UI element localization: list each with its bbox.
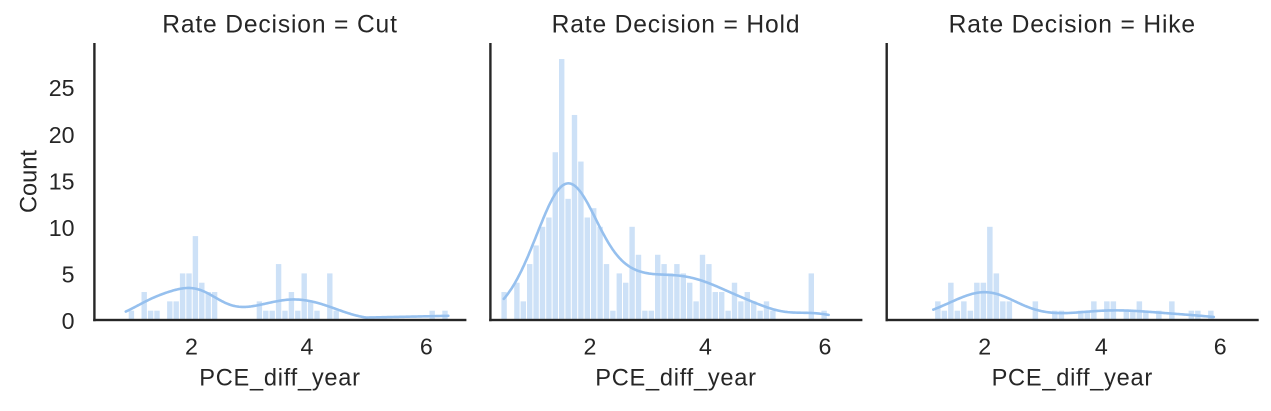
svg-text:Rate Decision = Hold: Rate Decision = Hold xyxy=(552,12,801,39)
svg-text:0: 0 xyxy=(62,308,75,334)
svg-text:PCE_diff_year: PCE_diff_year xyxy=(199,366,360,392)
svg-text:2: 2 xyxy=(584,334,597,360)
svg-text:4: 4 xyxy=(1095,334,1108,360)
svg-text:4: 4 xyxy=(699,334,712,360)
svg-text:2: 2 xyxy=(185,334,198,360)
svg-text:6: 6 xyxy=(420,334,433,360)
svg-text:Rate Decision = Hike: Rate Decision = Hike xyxy=(949,12,1196,39)
svg-text:Count: Count xyxy=(17,150,43,213)
svg-text:6: 6 xyxy=(1214,334,1227,360)
svg-text:4: 4 xyxy=(301,334,314,360)
svg-text:Rate Decision = Cut: Rate Decision = Cut xyxy=(162,12,398,39)
svg-text:PCE_diff_year: PCE_diff_year xyxy=(992,366,1153,392)
svg-text:25: 25 xyxy=(49,75,75,101)
svg-text:15: 15 xyxy=(49,168,75,194)
svg-text:PCE_diff_year: PCE_diff_year xyxy=(595,366,756,392)
svg-text:6: 6 xyxy=(819,334,832,360)
svg-text:2: 2 xyxy=(978,334,991,360)
svg-text:20: 20 xyxy=(49,122,75,148)
svg-text:5: 5 xyxy=(62,262,75,288)
svg-text:10: 10 xyxy=(49,215,75,241)
